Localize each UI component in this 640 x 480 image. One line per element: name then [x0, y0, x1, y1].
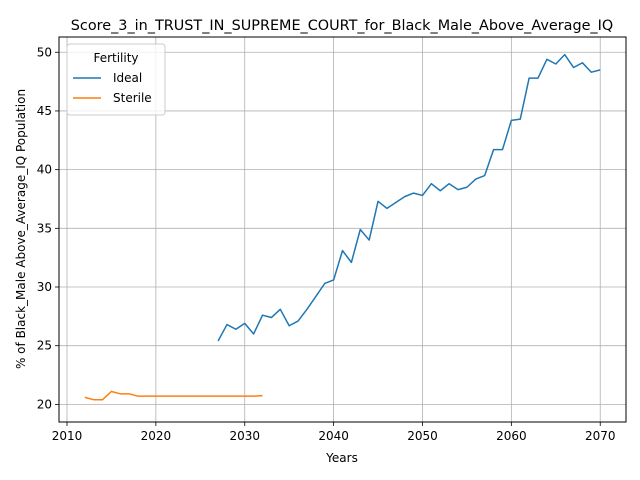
legend-label-ideal: Ideal [113, 71, 142, 85]
y-tick-label: 50 [37, 45, 52, 59]
y-tick-label: 30 [37, 280, 52, 294]
legend: Fertility Ideal Sterile [66, 43, 166, 116]
x-tick-label: 2040 [318, 429, 349, 443]
x-tick-label: 2070 [585, 429, 616, 443]
y-tick-label: 45 [37, 104, 52, 118]
x-tick-label: 2030 [229, 429, 260, 443]
series-lines [84, 53, 601, 401]
chart-title: Score_3_in_TRUST_IN_SUPREME_COURT_for_Bl… [71, 18, 613, 34]
legend-title: Fertility [93, 51, 138, 65]
y-tick-label: 35 [37, 221, 52, 235]
x-axis-ticks: 2010 2020 2030 2040 2050 2060 2070 [52, 422, 616, 443]
series-line-ideal [217, 53, 601, 342]
grid [59, 37, 626, 422]
x-tick-label: 2020 [141, 429, 172, 443]
legend-label-sterile: Sterile [113, 91, 152, 105]
y-tick-label: 20 [37, 397, 52, 411]
x-tick-label: 2050 [407, 429, 438, 443]
y-axis-ticks: 20 25 30 35 40 45 50 [37, 45, 59, 411]
plot-frame [58, 36, 627, 423]
y-tick-label: 25 [37, 339, 52, 353]
x-axis-label: Years [325, 451, 358, 465]
x-tick-label: 2010 [52, 429, 83, 443]
series-line-sterile [84, 390, 263, 401]
x-tick-label: 2060 [496, 429, 527, 443]
y-axis-label: % of Black_Male Above_Average_IQ Populat… [14, 89, 28, 369]
y-tick-label: 40 [37, 163, 52, 177]
